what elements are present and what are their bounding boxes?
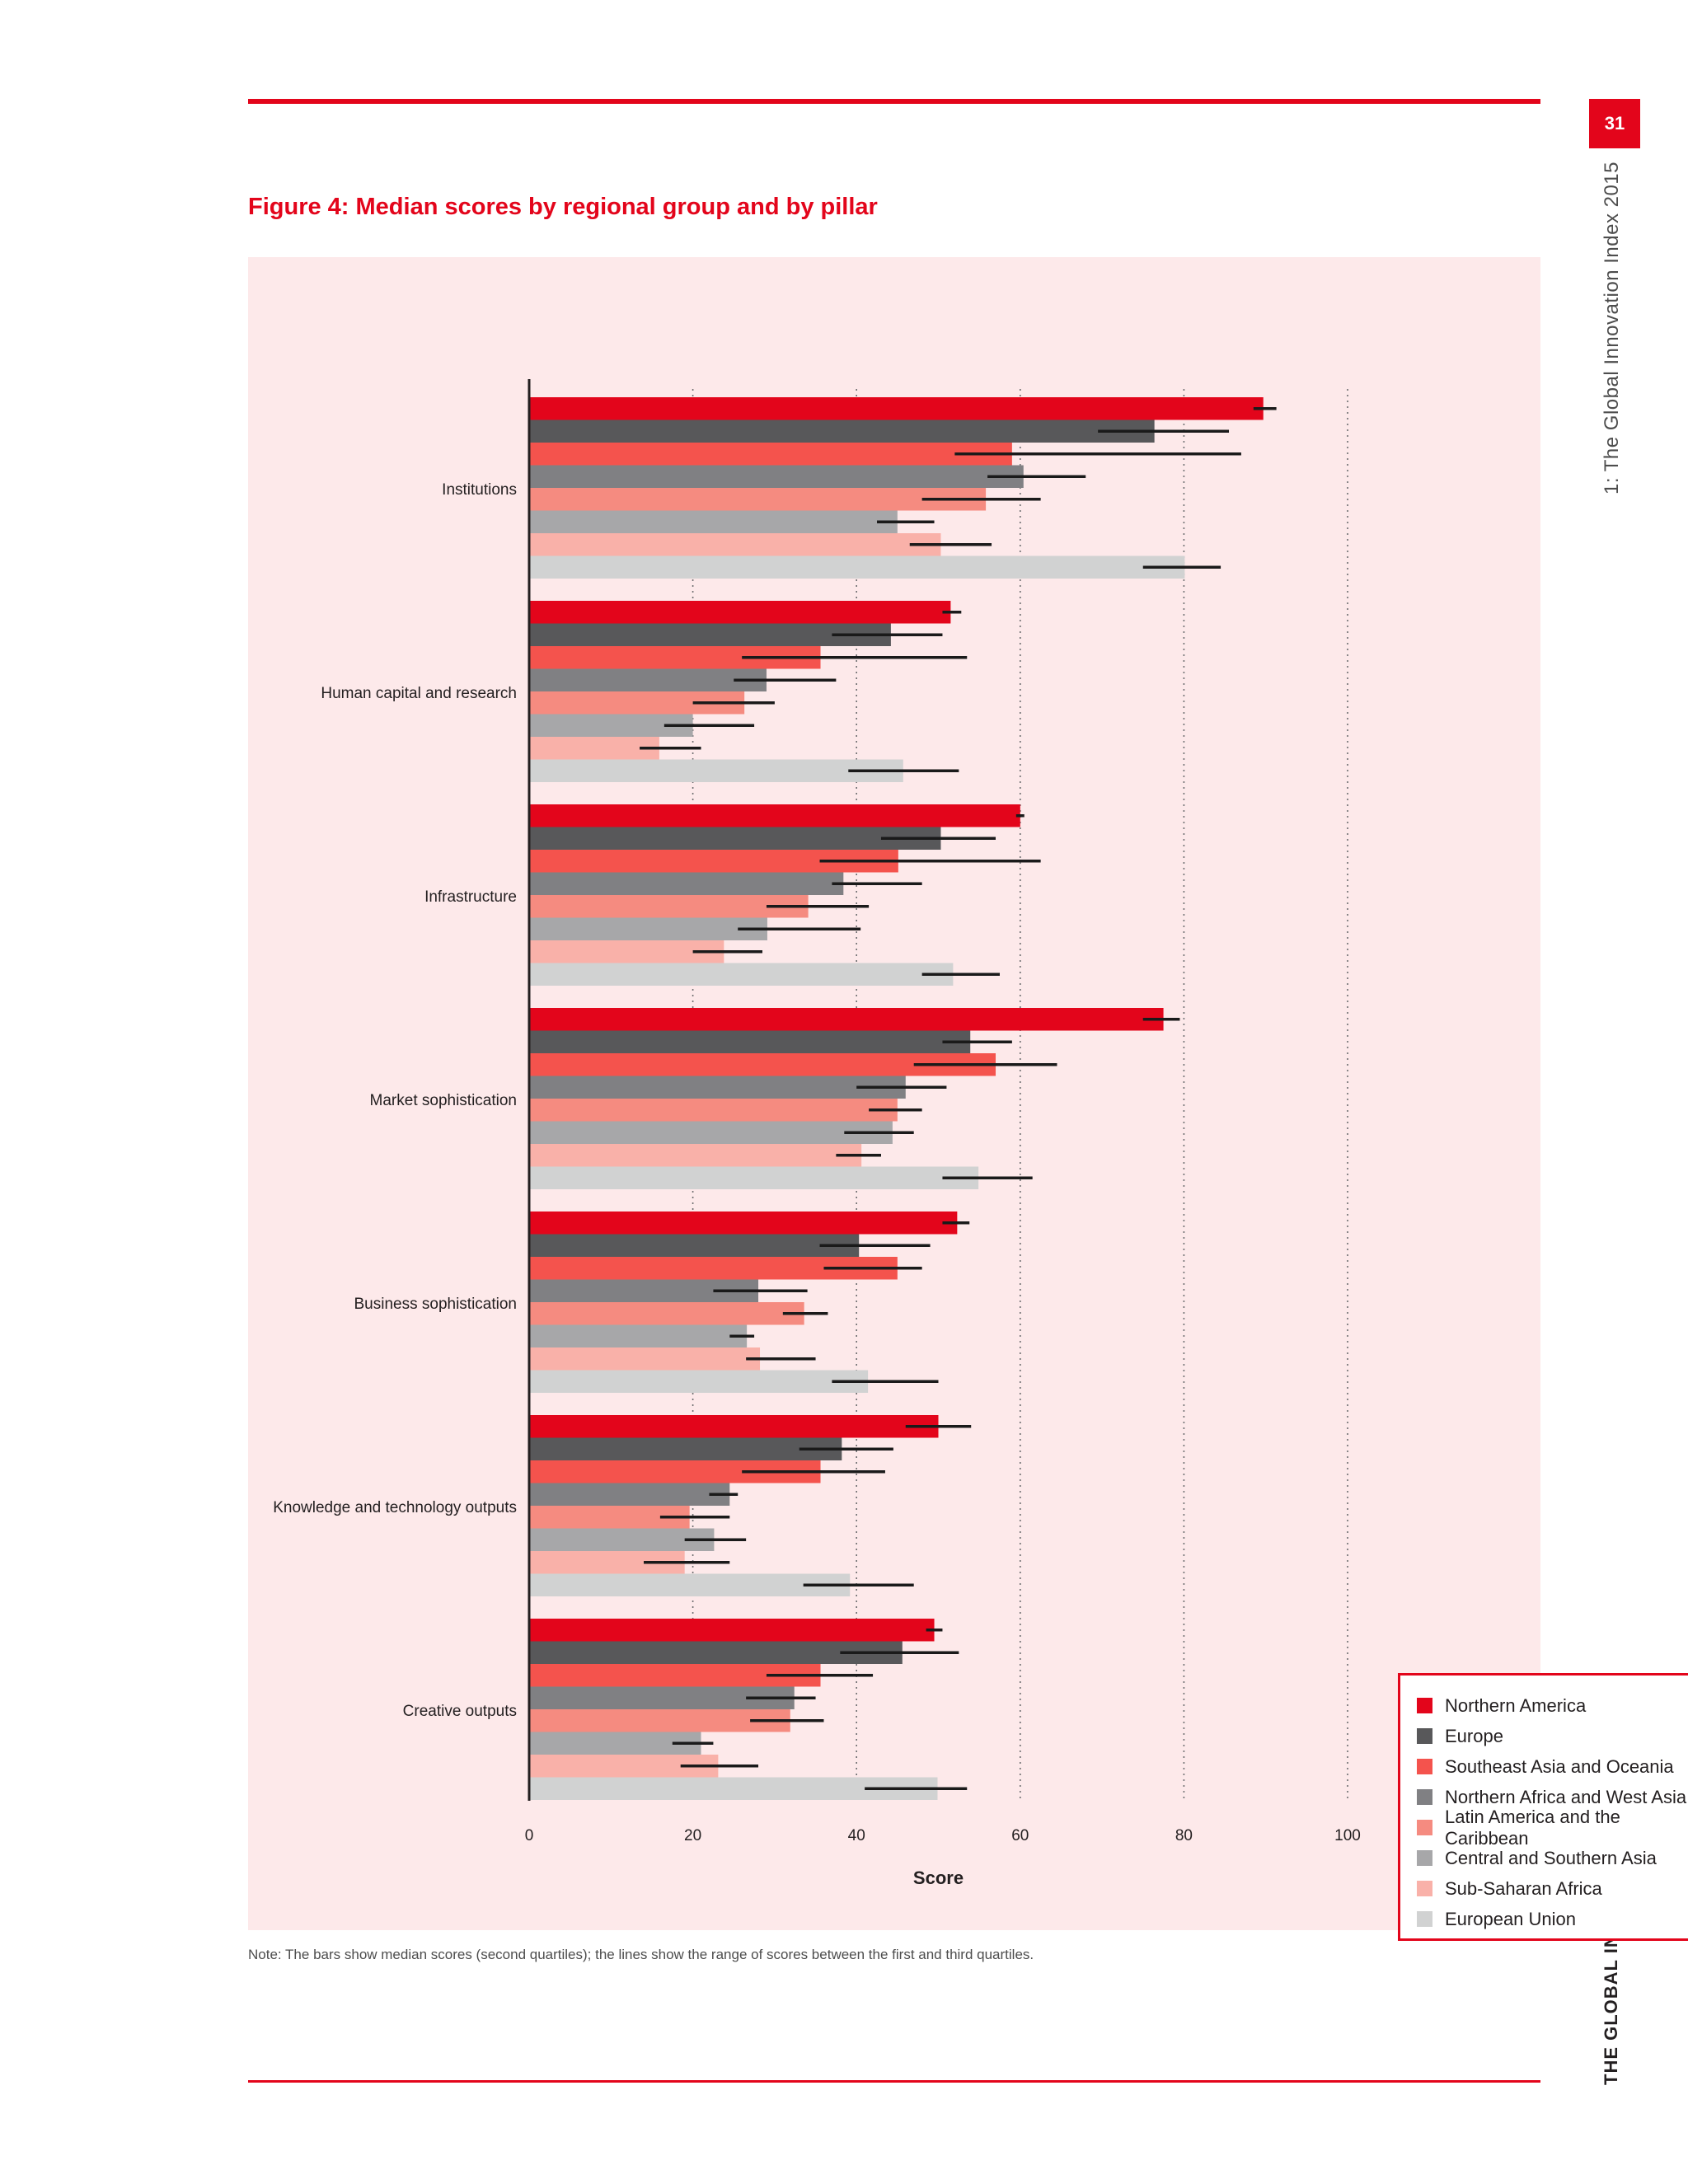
bar	[529, 1212, 958, 1235]
bar	[529, 1347, 761, 1371]
bar	[529, 533, 941, 556]
category-label: Creative outputs	[403, 1703, 517, 1720]
bar	[529, 1528, 715, 1551]
bar	[529, 895, 809, 918]
legend-swatch	[1417, 1759, 1432, 1774]
legend-item: Europe	[1417, 1721, 1688, 1751]
bar	[529, 443, 1012, 466]
chapter-side-label: 1: The Global Innovation Index 2015	[1601, 161, 1623, 494]
legend-label: Southeast Asia and Oceania	[1445, 1755, 1674, 1777]
legend-item: Latin America and the Caribbean	[1417, 1807, 1688, 1849]
category-label: Institutions	[442, 481, 517, 499]
bar	[529, 397, 1264, 420]
bar	[529, 940, 724, 963]
bar	[529, 1415, 939, 1438]
legend-swatch	[1417, 1820, 1432, 1835]
category-label: Business sophistication	[354, 1296, 518, 1313]
bar	[529, 804, 1020, 827]
bar	[529, 668, 767, 691]
bar	[529, 759, 903, 782]
bar	[529, 827, 941, 850]
legend-label: Sub-Saharan Africa	[1445, 1877, 1602, 1899]
legend-label: Central and Southern Asia	[1445, 1847, 1657, 1868]
legend-item: European Union	[1417, 1904, 1688, 1934]
bar	[529, 1302, 804, 1325]
bar	[529, 1483, 730, 1506]
category-label: Infrastructure	[424, 888, 517, 906]
bar	[529, 488, 987, 511]
legend-label: Latin America and the Caribbean	[1445, 1806, 1620, 1849]
top-rule	[248, 99, 1540, 104]
x-tick-label: 80	[1175, 1827, 1193, 1844]
legend-label: Northern Africa and West Asia	[1445, 1786, 1687, 1807]
bottom-rule	[248, 2080, 1540, 2083]
bar	[529, 917, 767, 940]
legend-item: Northern America	[1417, 1690, 1688, 1721]
bar	[529, 623, 891, 646]
legend-swatch	[1417, 1881, 1432, 1896]
bar	[529, 1144, 862, 1167]
legend-label: Northern America	[1445, 1694, 1587, 1716]
bar	[529, 465, 1024, 488]
figure-title: Figure 4: Median scores by regional grou…	[248, 194, 878, 220]
bar	[529, 872, 844, 895]
bar	[529, 1709, 790, 1732]
bar	[529, 963, 954, 986]
legend-label: Europe	[1445, 1725, 1503, 1746]
bar-chart: Institutions Human capital and research In…	[273, 379, 1361, 1888]
bar	[529, 1121, 893, 1144]
bar	[529, 601, 951, 624]
legend-label: European Union	[1445, 1908, 1577, 1929]
bar	[529, 1008, 1164, 1031]
bar	[529, 555, 1185, 579]
page-number: 31	[1589, 99, 1640, 148]
x-tick-label: 100	[1334, 1827, 1361, 1844]
x-tick-label: 20	[684, 1827, 701, 1844]
bar	[529, 1370, 869, 1393]
category-label: Market sophistication	[370, 1092, 517, 1109]
bar	[529, 1166, 979, 1189]
legend-item: Central and Southern Asia	[1417, 1843, 1688, 1873]
legend-swatch	[1417, 1911, 1432, 1927]
bar	[529, 1030, 971, 1053]
x-axis-title: Score	[913, 1868, 964, 1888]
bar	[529, 419, 1155, 443]
chart-panel: Institutions Human capital and research In…	[248, 257, 1688, 1941]
x-tick-label: 0	[525, 1827, 534, 1844]
category-label: Knowledge and technology outputs	[273, 1499, 517, 1516]
bar	[529, 1437, 842, 1460]
category-label: Human capital and research	[321, 685, 517, 702]
figure-note: Note: The bars show median scores (secon…	[248, 1947, 1034, 1962]
legend-swatch	[1417, 1728, 1432, 1744]
legend-swatch	[1417, 1698, 1432, 1713]
legend-swatch	[1417, 1789, 1432, 1805]
legend-item: Sub-Saharan Africa	[1417, 1873, 1688, 1904]
legend-item: Southeast Asia and Oceania	[1417, 1751, 1688, 1782]
chart-legend: Northern America Europe Southeast Asia and…	[1398, 1673, 1688, 1941]
legend-swatch	[1417, 1850, 1432, 1866]
bar	[529, 1573, 851, 1596]
x-tick-label: 60	[1011, 1827, 1029, 1844]
bar	[529, 510, 898, 533]
bar	[529, 1099, 898, 1122]
bar	[529, 737, 659, 760]
legend-item: Northern Africa and West Asia	[1417, 1782, 1688, 1812]
bar	[529, 1234, 860, 1257]
bar	[529, 1641, 903, 1664]
bar	[529, 1324, 748, 1347]
bar	[529, 1076, 906, 1099]
bar	[529, 1619, 935, 1642]
x-tick-label: 40	[848, 1827, 865, 1844]
